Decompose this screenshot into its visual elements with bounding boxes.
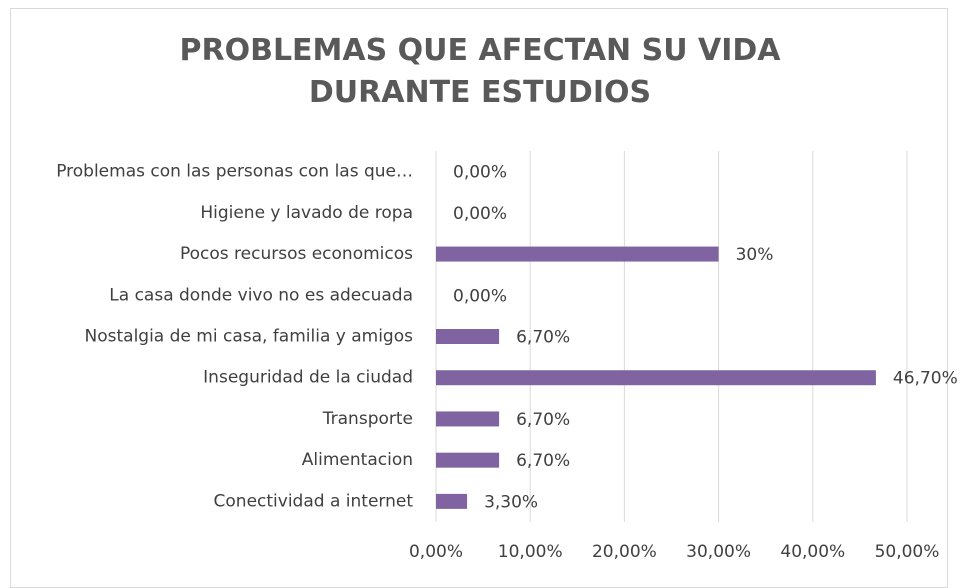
- data-label: 6,70%: [516, 451, 570, 471]
- y-tick-label: Problemas con las personas con las que…: [56, 162, 413, 182]
- data-label: 30%: [736, 245, 774, 265]
- x-tick-label: 20,00%: [592, 542, 657, 562]
- bar: [436, 411, 500, 427]
- chart-title: PROBLEMAS QUE AFECTAN SU VIDA DURANTE ES…: [179, 33, 781, 110]
- bar: [436, 329, 500, 344]
- y-tick-label: Transporte: [322, 409, 413, 429]
- y-tick-label: Alimentacion: [302, 450, 413, 470]
- bar: [436, 246, 719, 262]
- data-label: 3,30%: [484, 492, 538, 512]
- y-tick-label: Inseguridad de la ciudad: [203, 368, 413, 388]
- x-tick-label: 50,00%: [875, 542, 940, 562]
- x-tick-label: 0,00%: [409, 542, 463, 562]
- data-label: 6,70%: [516, 410, 570, 430]
- x-tick-label: 10,00%: [498, 542, 563, 562]
- data-label: 6,70%: [516, 328, 570, 348]
- data-label: 0,00%: [453, 204, 507, 224]
- y-tick-label: Conectividad a internet: [214, 491, 414, 511]
- bar: [436, 493, 468, 509]
- data-label: 0,00%: [453, 286, 507, 306]
- y-tick-label: La casa donde vivo no es adecuada: [109, 285, 413, 305]
- y-tick-label: Higiene y lavado de ropa: [200, 203, 413, 223]
- data-label: 46,70%: [893, 369, 958, 389]
- y-tick-label: Nostalgia de mi casa, familia y amigos: [85, 327, 414, 347]
- data-label: 0,00%: [453, 163, 507, 183]
- x-tick-label: 40,00%: [780, 542, 845, 562]
- x-tick-label: 30,00%: [686, 542, 751, 562]
- y-tick-label: Pocos recursos economicos: [180, 244, 413, 264]
- bar: [436, 452, 500, 468]
- bar: [436, 370, 876, 386]
